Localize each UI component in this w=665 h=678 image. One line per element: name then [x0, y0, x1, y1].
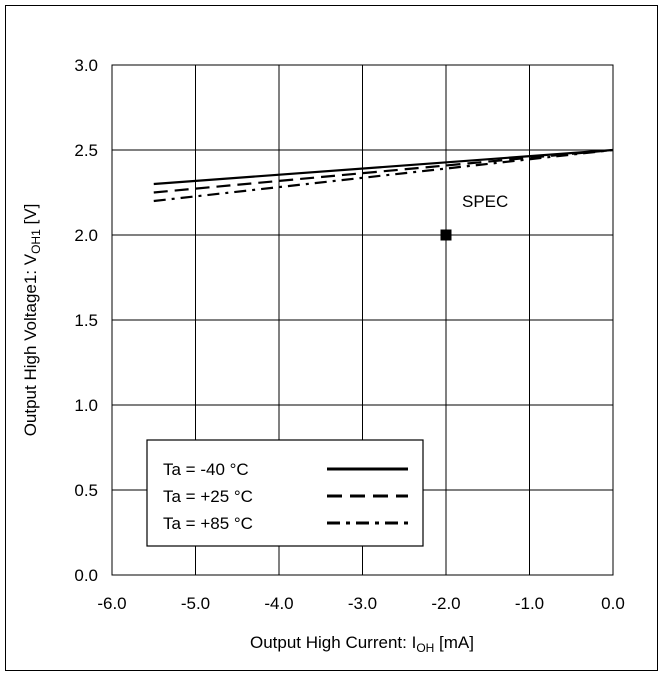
x-axis-label-sub: OH — [416, 641, 434, 655]
chart-frame — [5, 5, 658, 671]
y-tick-label: 3.0 — [74, 56, 98, 75]
x-axis-label-unit: [mA] — [434, 633, 474, 652]
y-axis-label-sub: OH1 — [29, 229, 43, 254]
y-axis-label-unit: [V] — [21, 204, 40, 230]
x-tick-label: 0.0 — [601, 594, 625, 613]
legend-box — [146, 439, 424, 547]
y-tick-label: 1.0 — [74, 396, 98, 415]
x-tick-label: -1.0 — [515, 594, 544, 613]
legend-label-2: Ta = +85 °C — [163, 514, 253, 533]
y-tick-label: 0.5 — [74, 481, 98, 500]
y-tick-label: 2.5 — [74, 141, 98, 160]
spec-label: SPEC — [462, 192, 508, 211]
series-line-0 — [153, 148, 614, 186]
x-tick-label: -5.0 — [181, 594, 210, 613]
x-axis-label: Output High Current: IOH [mA] — [250, 633, 474, 655]
y-axis-label: Output High Voltage1: VOH1 [V] — [21, 204, 43, 437]
x-tick-label: -6.0 — [97, 594, 126, 613]
legend: Ta = -40 °C Ta = +25 °C Ta = +85 °C — [146, 439, 424, 547]
y-tick-label: 0.0 — [74, 566, 98, 585]
x-axis-label-main: Output High Current: I — [250, 633, 416, 652]
y-axis-label-main: Output High Voltage1: V — [21, 253, 40, 436]
y-tick-label: 2.0 — [74, 226, 98, 245]
annotations: SPEC — [440, 192, 508, 241]
y-tick-label: 1.5 — [74, 311, 98, 330]
series-line-1 — [153, 148, 614, 194]
legend-label-0: Ta = -40 °C — [163, 460, 249, 479]
spec-marker — [440, 229, 452, 241]
series-line-2 — [153, 148, 614, 203]
x-tick-label: -2.0 — [431, 594, 460, 613]
legend-label-1: Ta = +25 °C — [163, 487, 253, 506]
x-tick-labels: -6.0 -5.0 -4.0 -3.0 -2.0 -1.0 0.0 — [97, 594, 624, 613]
y-tick-labels: 0.0 0.5 1.0 1.5 2.0 2.5 3.0 — [74, 56, 98, 585]
x-tick-label: -3.0 — [348, 594, 377, 613]
series-lines — [153, 148, 614, 203]
x-tick-label: -4.0 — [264, 594, 293, 613]
